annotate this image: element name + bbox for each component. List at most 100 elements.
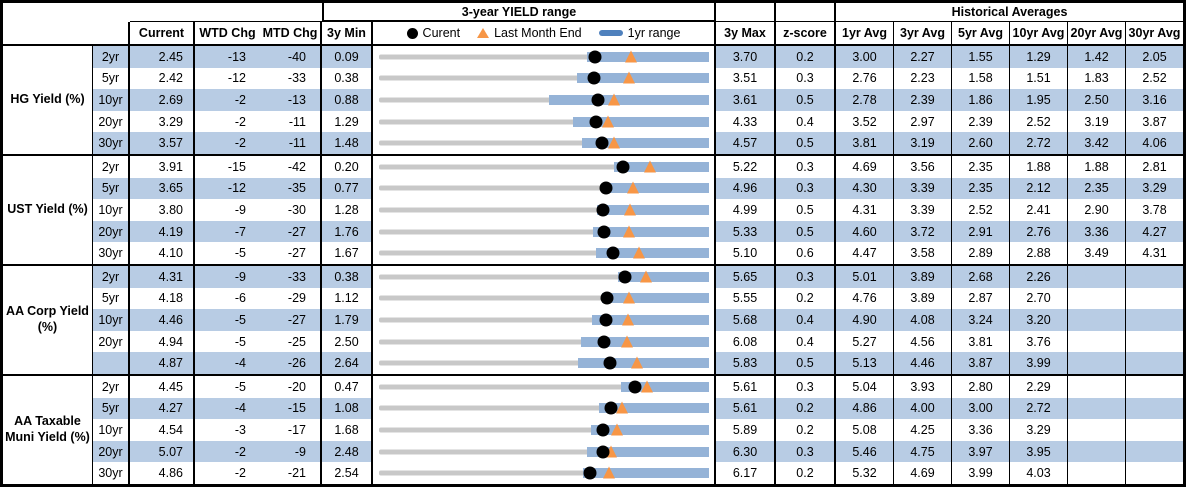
range-track-3y [379,97,709,103]
cell-3y-max: 4.57 [716,132,776,154]
cell-avg-1yr-avg: 4.86 [836,397,894,420]
range-bar-1yr [592,226,709,237]
cell-mtd-chg: -20 [260,376,322,398]
cell-current: 4.86 [130,462,195,484]
cell-3y-max: 5.61 [716,397,776,420]
cell-wtd-chg: -4 [195,352,260,374]
cell-avg-30yr-avg: 2.05 [1126,46,1183,68]
cell-wtd-chg: -12 [227,71,246,86]
cell-z-score: 0.4 [776,110,836,133]
last-month-end-marker [602,115,615,128]
cell-current: 4.27 [130,397,195,420]
cell-3y-min: 1.79 [322,309,373,331]
current-marker [591,93,605,107]
cell-avg-3yr-avg: 2.27 [894,46,952,68]
range-track-3y [379,140,709,146]
cell-avg-30yr-avg: 2.81 [1142,159,1167,174]
cell-tenor: 5yr [93,287,130,310]
cell-tenor: 20yr [93,220,130,243]
cell-z-score: 0.2 [776,462,836,484]
cell-avg-30yr-avg [1126,462,1183,484]
cell-avg-30yr-avg: 4.06 [1126,132,1183,154]
cell-avg-20yr-avg [1068,266,1126,288]
last-month-end-marker [641,380,654,393]
cell-current: 4.31 [130,266,195,288]
cell-current: 4.19 [130,220,195,243]
cell-avg-10yr-avg: 2.70 [1010,287,1068,310]
range-track-3y [379,449,709,455]
range-track-area [379,352,709,374]
cell-3y-min: 2.48 [322,440,373,463]
range-bar-1yr [617,271,709,282]
range-track-3y [379,405,709,411]
range-bar-1yr [602,183,709,194]
range-track-3y [379,119,709,125]
cell-3y-min: 1.12 [322,287,373,310]
cell-3y-min: 0.88 [322,89,373,111]
cell-avg-30yr-avg [1126,352,1183,374]
cell-3y-max: 6.08 [716,330,776,353]
cell-avg-3yr-avg: 3.39 [894,177,952,200]
range-track-3y [379,250,709,256]
current-marker [589,115,603,129]
range-track-3y [379,207,709,213]
current-marker [587,71,601,85]
cell-avg-30yr-avg [1126,419,1183,441]
range-track-3y [379,274,709,280]
range-track-area [379,242,709,264]
range-chart [373,110,716,133]
last-month-end-marker [622,71,635,84]
cell-avg-30yr-avg [1126,331,1183,353]
cell-wtd-chg: -9 [195,266,260,288]
range-chart [373,330,716,353]
cell-z-score: 0.3 [776,67,836,90]
cell-3y-max: 3.51 [716,67,776,90]
current-marker [600,291,614,305]
legend-current-label: Curent [422,26,461,40]
col-header-mtd-chg: MTD Chg [260,22,322,44]
range-track-area [379,419,709,441]
cell-avg-10yr-avg: 1.51 [1010,67,1068,90]
last-month-end-triangle-icon [477,28,490,38]
cell-avg-30yr-avg [1126,288,1183,310]
range-chart [373,462,716,484]
last-month-end-marker [603,466,615,479]
cell-tenor: 10yr [93,199,130,221]
cell-z-score: 0.2 [776,419,836,441]
cell-wtd-chg: -6 [234,291,246,306]
range-chart [373,46,716,68]
cell-mtd-chg: -29 [260,287,322,310]
cell-avg-5yr-avg: 2.52 [952,199,1010,221]
range-track-3y [379,54,709,60]
cell-wtd-chg: -5 [195,309,260,331]
legend-1yr-range: 1yr range [598,26,680,40]
last-month-end-marker [607,93,620,106]
cell-avg-1yr-avg: 3.00 [836,46,894,68]
cell-avg-10yr-avg: 2.12 [1010,177,1068,200]
col-header-z-score: z-score [776,22,836,44]
cell-avg-5yr-avg: 3.81 [952,330,1010,353]
cell-mtd-chg: -17 [260,419,322,441]
cell-3y-max: 5.61 [716,376,776,398]
cell-current: 3.80 [130,199,195,221]
cell-tenor: 20yr [93,110,130,133]
range-chart [373,309,716,331]
range-track-area [379,132,709,154]
cell-z-score: 0.5 [776,220,836,243]
header-spacer-chg [130,3,322,22]
cell-tenor: 30yr [93,132,130,154]
cell-tenor: 5yr [93,177,130,200]
cell-3y-min: 1.67 [322,242,373,264]
range-track-area [379,331,709,353]
cell-3y-max: 5.55 [716,287,776,310]
cell-z-score: 0.5 [776,352,836,374]
current-marker [603,356,617,370]
section-label: AA Corp Yield (%) [3,266,93,374]
cell-avg-1yr-avg: 3.81 [836,132,894,154]
cell-avg-3yr-avg: 3.89 [894,287,952,310]
range-chart [373,287,716,310]
cell-3y-max: 5.33 [716,220,776,243]
col-header-3yr-avg: 3yr Avg [894,22,952,44]
range-bar-1yr [577,358,709,369]
cell-avg-10yr-avg: 2.72 [1010,132,1068,154]
